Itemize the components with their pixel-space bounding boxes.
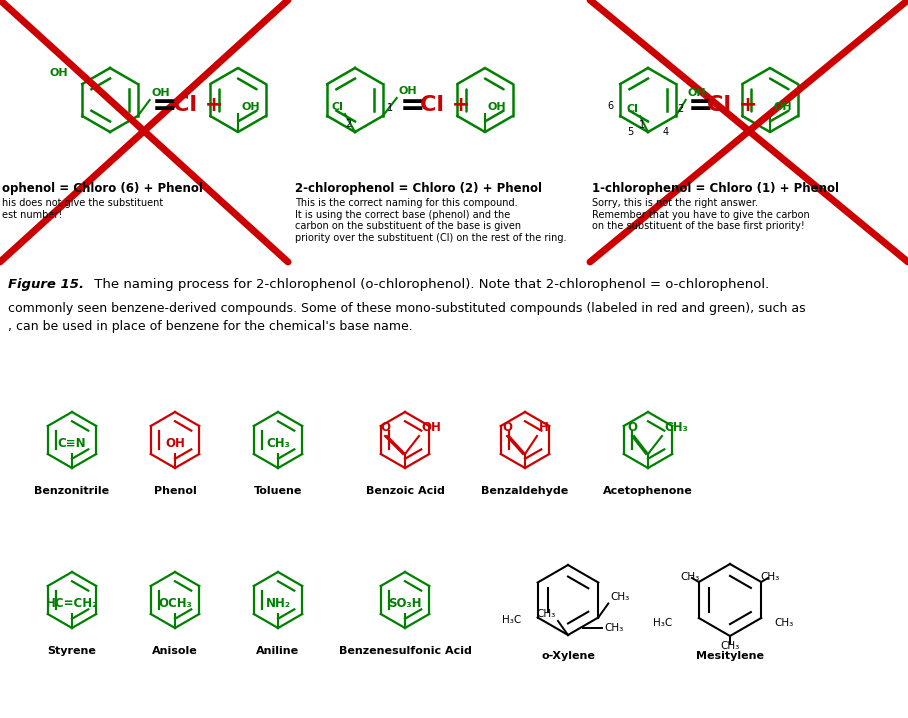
- Text: CH₃: CH₃: [761, 572, 780, 582]
- Text: H₃C: H₃C: [502, 615, 521, 625]
- Text: CH₃: CH₃: [680, 572, 699, 582]
- Text: CH₃: CH₃: [604, 623, 624, 633]
- Text: O: O: [502, 421, 512, 434]
- Text: Cl +: Cl +: [706, 95, 757, 115]
- Text: OH: OH: [421, 421, 441, 434]
- Text: This is the correct naming for this compound.
It is using the correct base (phen: This is the correct naming for this comp…: [295, 198, 567, 243]
- Text: OH: OH: [488, 102, 507, 112]
- Text: CH₃: CH₃: [266, 437, 290, 450]
- Text: Acetophenone: Acetophenone: [603, 486, 693, 496]
- Text: OH: OH: [165, 437, 185, 450]
- Text: 6: 6: [607, 101, 613, 111]
- Text: OH: OH: [241, 102, 260, 112]
- Text: OH: OH: [399, 86, 418, 96]
- Text: OH: OH: [773, 102, 792, 112]
- Text: =: =: [400, 90, 426, 119]
- Text: 2: 2: [677, 104, 684, 114]
- Text: Cl +: Cl +: [173, 95, 223, 115]
- Text: CH₃: CH₃: [774, 618, 794, 628]
- Text: 1: 1: [639, 120, 645, 130]
- Text: Sorry, this is not the right answer.
Remember that you have to give the carbon
o: Sorry, this is not the right answer. Rem…: [592, 198, 810, 231]
- Text: Cl: Cl: [331, 102, 343, 112]
- Text: Mesitylene: Mesitylene: [696, 651, 764, 661]
- Text: CH₃: CH₃: [720, 641, 740, 651]
- Text: =: =: [688, 90, 714, 119]
- Text: 2-chlorophenol = Chloro (2) + Phenol: 2-chlorophenol = Chloro (2) + Phenol: [295, 182, 542, 195]
- Text: H₃C: H₃C: [653, 618, 672, 628]
- Text: Styrene: Styrene: [47, 646, 96, 656]
- Text: Benzenesulfonic Acid: Benzenesulfonic Acid: [339, 646, 471, 656]
- Text: NH₂: NH₂: [265, 597, 291, 610]
- Text: Cl +: Cl +: [419, 95, 470, 115]
- Text: Benzaldehyde: Benzaldehyde: [481, 486, 568, 496]
- Text: OH: OH: [152, 88, 171, 98]
- Text: CH₃: CH₃: [664, 421, 687, 434]
- Text: The naming process for 2-chlorophenol (o-chlorophenol). Note that 2-chlorophenol: The naming process for 2-chlorophenol (o…: [90, 278, 769, 291]
- Text: C≡N: C≡N: [58, 437, 86, 450]
- Text: OH: OH: [687, 88, 706, 98]
- Text: CH₃: CH₃: [537, 609, 556, 619]
- Text: 2: 2: [345, 119, 351, 129]
- Text: Anisole: Anisole: [153, 646, 198, 656]
- Text: 5: 5: [627, 127, 633, 137]
- Text: CH₃: CH₃: [610, 592, 629, 602]
- Text: commonly seen benzene-derived compounds. Some of these mono-substituted compound: commonly seen benzene-derived compounds.…: [8, 302, 805, 315]
- Text: O: O: [627, 421, 637, 434]
- Text: his does not give the substituent
est number!: his does not give the substituent est nu…: [2, 198, 163, 220]
- Text: 1: 1: [387, 103, 393, 113]
- Text: Benzonitrile: Benzonitrile: [35, 486, 110, 496]
- Text: Phenol: Phenol: [153, 486, 196, 496]
- Text: ophenol = Chloro (6) + Phenol: ophenol = Chloro (6) + Phenol: [2, 182, 202, 195]
- Text: SO₃H: SO₃H: [389, 597, 421, 610]
- Text: H: H: [539, 421, 548, 434]
- Text: 1-chlorophenol = Chloro (1) + Phenol: 1-chlorophenol = Chloro (1) + Phenol: [592, 182, 839, 195]
- Text: Aniline: Aniline: [256, 646, 300, 656]
- Text: Cl: Cl: [627, 104, 638, 114]
- Text: OCH₃: OCH₃: [158, 597, 192, 610]
- Text: o-Xylene: o-Xylene: [541, 651, 595, 661]
- Text: Figure 15.: Figure 15.: [8, 278, 84, 291]
- Text: Toluene: Toluene: [254, 486, 302, 496]
- Text: =: =: [153, 90, 178, 119]
- Text: HC=CH₂: HC=CH₂: [46, 597, 98, 610]
- Text: O: O: [380, 421, 390, 434]
- Text: 4: 4: [663, 127, 669, 137]
- Text: OH: OH: [50, 68, 69, 78]
- Text: Benzoic Acid: Benzoic Acid: [366, 486, 444, 496]
- Text: , can be used in place of benzene for the chemical's base name.: , can be used in place of benzene for th…: [8, 320, 413, 333]
